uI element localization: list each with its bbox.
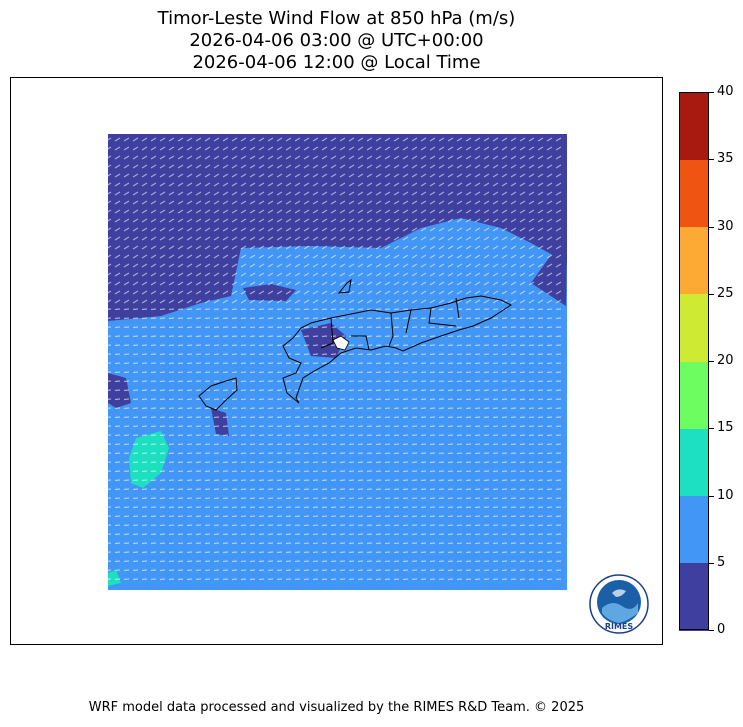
chart-title: Timor-Leste Wind Flow at 850 hPa (m/s) 2… bbox=[10, 8, 663, 74]
colorbar-segment bbox=[679, 226, 709, 295]
wind-speed-zone-0-5 bbox=[211, 408, 229, 436]
wind-speed-zone-10-15 bbox=[129, 431, 169, 488]
colorbar-tick bbox=[709, 159, 714, 161]
wind-arrows bbox=[105, 137, 562, 581]
colorbar-tick bbox=[709, 630, 714, 631]
colorbar-segment bbox=[679, 293, 709, 362]
colorbar-tick bbox=[709, 293, 714, 295]
colorbar-segment bbox=[679, 159, 709, 227]
colorbar-segment bbox=[679, 92, 709, 160]
colorbar-tick-label: 5 bbox=[717, 554, 726, 570]
wind-speed-zone-0-5 bbox=[531, 248, 567, 306]
colorbar-tick-label: 25 bbox=[717, 285, 734, 301]
colorbar-tick-label: 20 bbox=[717, 353, 734, 368]
colorbar-segment bbox=[679, 495, 709, 564]
district-boundaries bbox=[320, 297, 460, 351]
colorbar-tick-label: 30 bbox=[717, 218, 734, 234]
wind-speed-zone-10-15 bbox=[108, 570, 121, 586]
timor-leste-outline bbox=[282, 295, 513, 404]
footer-credit: WRF model data processed and visualized … bbox=[88, 700, 585, 715]
colorbar-segment bbox=[679, 562, 709, 631]
colorbar-tick-label: 0 bbox=[717, 622, 726, 637]
boundaries bbox=[198, 278, 513, 411]
wind-map bbox=[105, 134, 567, 590]
colorbar-tick-label: 35 bbox=[717, 151, 734, 167]
colorbar-tick bbox=[709, 495, 714, 497]
dili-highlight bbox=[332, 335, 350, 351]
colorbar bbox=[679, 92, 709, 631]
colorbar-tick-label: 15 bbox=[717, 420, 734, 436]
atauro-outline bbox=[337, 278, 352, 294]
colorbar-tick bbox=[709, 92, 714, 93]
colorbar-segment bbox=[679, 361, 709, 429]
wind-speed-zone-5-10 bbox=[108, 218, 567, 590]
colorbar-tick-label: 40 bbox=[717, 84, 734, 99]
map-panel bbox=[10, 77, 663, 645]
logo-label: RIMES bbox=[604, 622, 634, 631]
title-line-3: 2026-04-06 12:00 @ Local Time bbox=[192, 52, 481, 73]
title-line-1: Timor-Leste Wind Flow at 850 hPa (m/s) bbox=[157, 8, 516, 29]
colorbar-tick bbox=[709, 428, 714, 430]
rimes-logo-icon bbox=[589, 574, 649, 634]
oecusse-outline bbox=[198, 377, 238, 411]
colorbar-tick bbox=[709, 226, 714, 228]
wind-speed-zone-0-5 bbox=[301, 323, 346, 358]
colorbar-tick bbox=[709, 562, 714, 564]
colorbar-segment bbox=[679, 428, 709, 496]
colorbar-tick-label: 10 bbox=[717, 487, 734, 503]
title-line-2: 2026-04-06 03:00 @ UTC+00:00 bbox=[189, 30, 484, 51]
colorbar-tick bbox=[709, 361, 714, 362]
